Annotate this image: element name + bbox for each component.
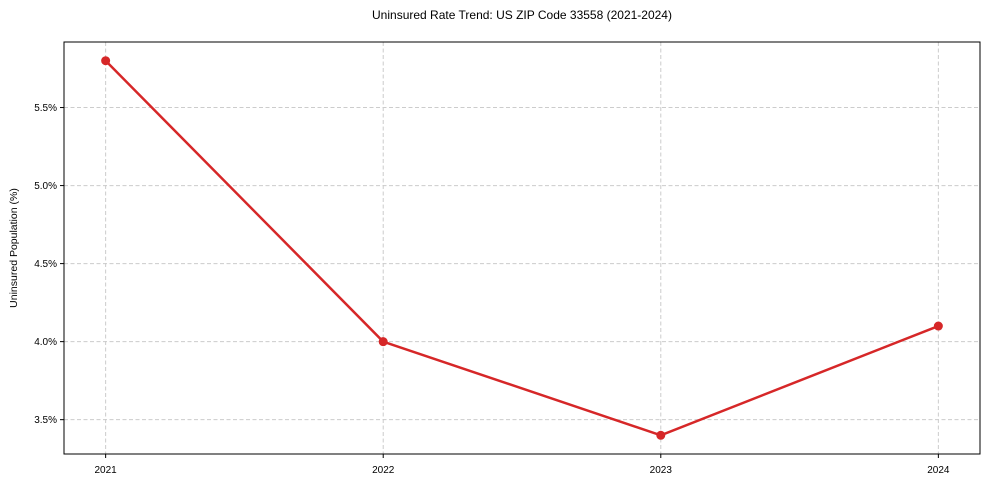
y-tick-label: 4.5% <box>34 259 57 270</box>
x-tick-label: 2024 <box>927 465 950 476</box>
y-tick-label: 3.5% <box>34 415 57 426</box>
x-tick-label: 2023 <box>650 465 673 476</box>
chart-title: Uninsured Rate Trend: US ZIP Code 33558 … <box>372 8 672 22</box>
y-tick-label: 5.5% <box>34 103 57 114</box>
x-tick-label: 2022 <box>372 465 395 476</box>
data-point-2024 <box>933 321 943 331</box>
data-point-2021 <box>101 56 111 66</box>
y-tick-label: 5.0% <box>34 181 57 192</box>
data-point-2022 <box>378 337 388 347</box>
data-point-2023 <box>656 430 666 440</box>
x-tick-label: 2021 <box>95 465 118 476</box>
plot-border <box>63 41 981 455</box>
y-tick-label: 4.0% <box>34 337 57 348</box>
trend-line <box>104 59 939 437</box>
